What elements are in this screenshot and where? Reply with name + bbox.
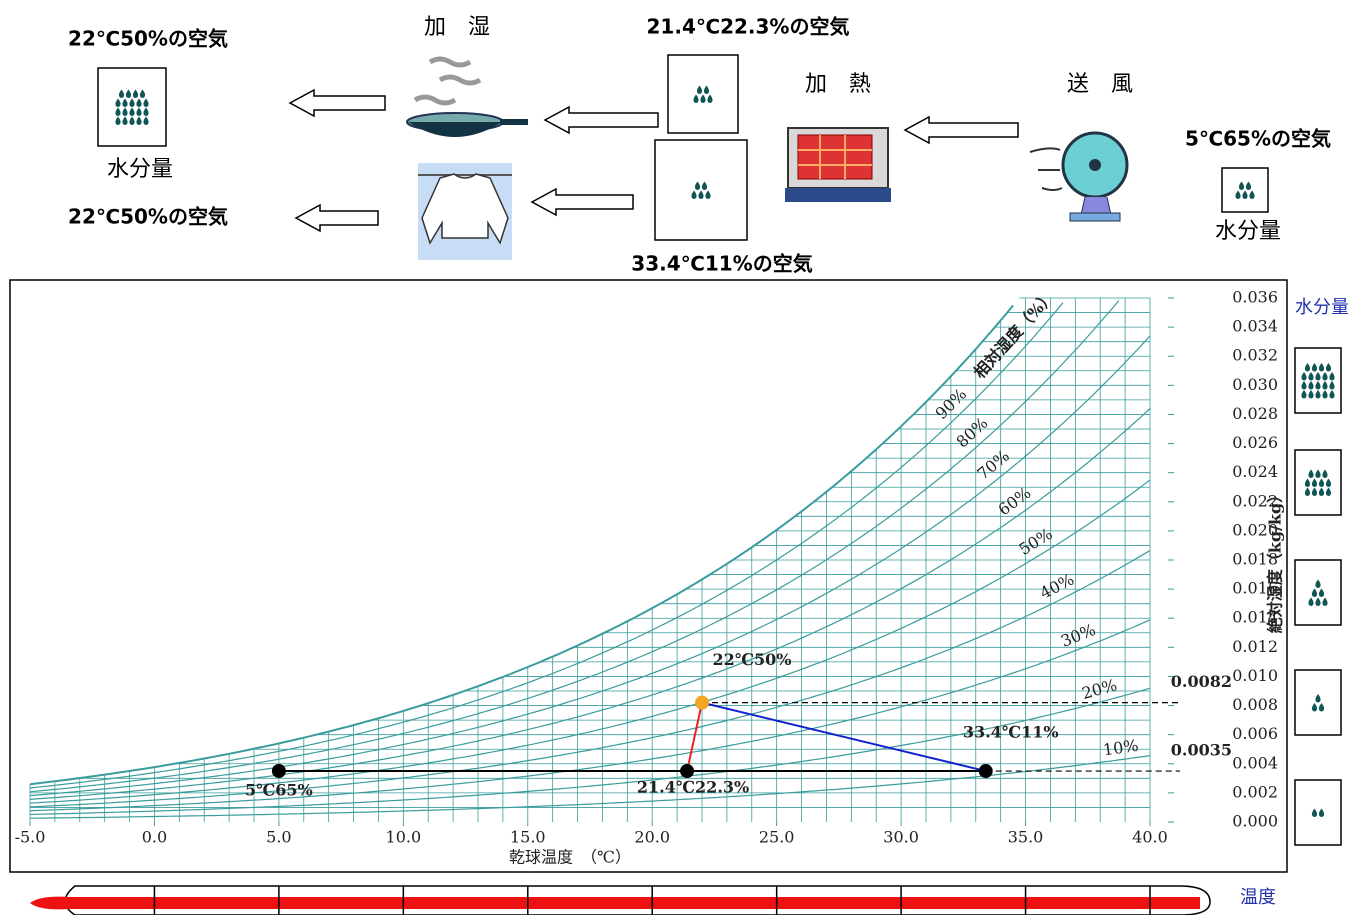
state-label: 22℃50%	[713, 650, 792, 669]
y-tick-label: 0.030	[1232, 375, 1278, 394]
x-tick-label: 40.0	[1132, 828, 1168, 847]
drop-box	[655, 140, 747, 240]
moisture-label: 水分量	[107, 157, 173, 182]
x-tick-label: -5.0	[15, 828, 46, 847]
rh-label: 50%	[1016, 524, 1056, 559]
y-tick-label: 0.008	[1232, 695, 1278, 714]
x-tick-label: 35.0	[1008, 828, 1044, 847]
drop-box	[1295, 780, 1341, 845]
drop-box	[1295, 450, 1341, 515]
y-tick-label: 0.026	[1232, 433, 1278, 452]
x-tick-label: 25.0	[759, 828, 795, 847]
state-point	[695, 696, 709, 710]
rh-curve	[30, 620, 1150, 811]
state-title: 33.4℃11%の空気	[631, 252, 812, 276]
humidify-line	[702, 703, 986, 771]
arrow	[905, 117, 1018, 143]
state-title: 5℃65%の空気	[1185, 127, 1331, 151]
x-tick-label: 0.0	[142, 828, 167, 847]
y-tick-label: 0.004	[1232, 753, 1278, 772]
drop-box	[1295, 560, 1341, 625]
x-tick-label: 20.0	[634, 828, 670, 847]
x-axis-label: 乾球温度 （℃）	[509, 848, 631, 867]
state-title: 21.4℃22.3%の空気	[647, 15, 850, 39]
rh-curve	[30, 756, 1150, 819]
drop-box	[668, 55, 738, 133]
arrow	[545, 107, 658, 133]
y-tick-label: 0.012	[1232, 637, 1278, 656]
page: 22℃50%の空気 水分量 22℃50%の空気 加 湿 21.4℃22.3%の空…	[0, 0, 1356, 915]
y-tick-label: 0.002	[1232, 782, 1278, 801]
x-tick-label: 5.0	[266, 828, 291, 847]
drop-box	[1222, 168, 1268, 212]
moisture-axis-label: 水分量	[1295, 297, 1349, 318]
arrows	[290, 90, 1018, 231]
state-point	[979, 764, 993, 778]
step-label: 加 熱	[805, 72, 871, 97]
state-point	[272, 764, 286, 778]
fan-icon	[1030, 133, 1127, 221]
step-label: 送 風	[1067, 72, 1133, 97]
y-axis-label: 絶対湿度（kg/kg）	[1266, 487, 1285, 633]
rh-label: 80%	[953, 413, 992, 451]
rh-axis-label: 相対湿度（%）	[970, 287, 1059, 382]
y-tick-label: 0.034	[1232, 317, 1278, 336]
y-tick-label: 0.032	[1232, 346, 1278, 365]
rh-label: 70%	[974, 446, 1014, 483]
pan-icon	[407, 59, 528, 137]
state-label: 5℃65%	[245, 781, 313, 800]
thermometer-bar	[30, 897, 1200, 910]
temperature-axis-label: 温度	[1240, 887, 1276, 908]
arrow	[290, 90, 385, 116]
arrow	[296, 205, 378, 231]
y-tick-label: 0.024	[1232, 462, 1278, 481]
state-title: 22℃50%の空気	[68, 27, 228, 51]
rh-label: 10%	[1102, 736, 1140, 760]
rh-label: 30%	[1058, 620, 1098, 651]
rh-curve	[30, 480, 1150, 803]
rh-curve	[30, 688, 1150, 814]
state-label: 21.4℃22.3%	[637, 778, 749, 797]
y-tick-label: 0.006	[1232, 724, 1278, 743]
state-point	[680, 764, 694, 778]
state-title: 22℃50%の空気	[68, 205, 228, 229]
y-tick-label: 0.000	[1232, 812, 1278, 831]
x-tick-label: 10.0	[386, 828, 422, 847]
moisture-level-label: 0.0035	[1171, 741, 1232, 760]
x-tick-label: 30.0	[883, 828, 919, 847]
state-label: 33.4℃11%	[963, 723, 1059, 742]
step-label: 加 湿	[424, 15, 490, 40]
x-tick-label: 15.0	[510, 828, 546, 847]
y-tick-label: 0.028	[1232, 404, 1278, 423]
humidify-line	[687, 703, 702, 771]
moisture-level-label: 0.0082	[1171, 672, 1232, 691]
saturation-curve	[30, 305, 1013, 784]
y-tick-label: 0.036	[1232, 288, 1278, 307]
arrow	[532, 189, 633, 215]
shirt-icon	[418, 163, 512, 260]
y-tick-label: 0.010	[1232, 666, 1278, 685]
screen: 22℃50%の空気 水分量 22℃50%の空気 加 湿 21.4℃22.3%の空…	[0, 0, 1356, 915]
heater-icon	[785, 128, 891, 202]
drop-boxes	[98, 55, 1341, 845]
moisture-label: 水分量	[1215, 219, 1281, 244]
